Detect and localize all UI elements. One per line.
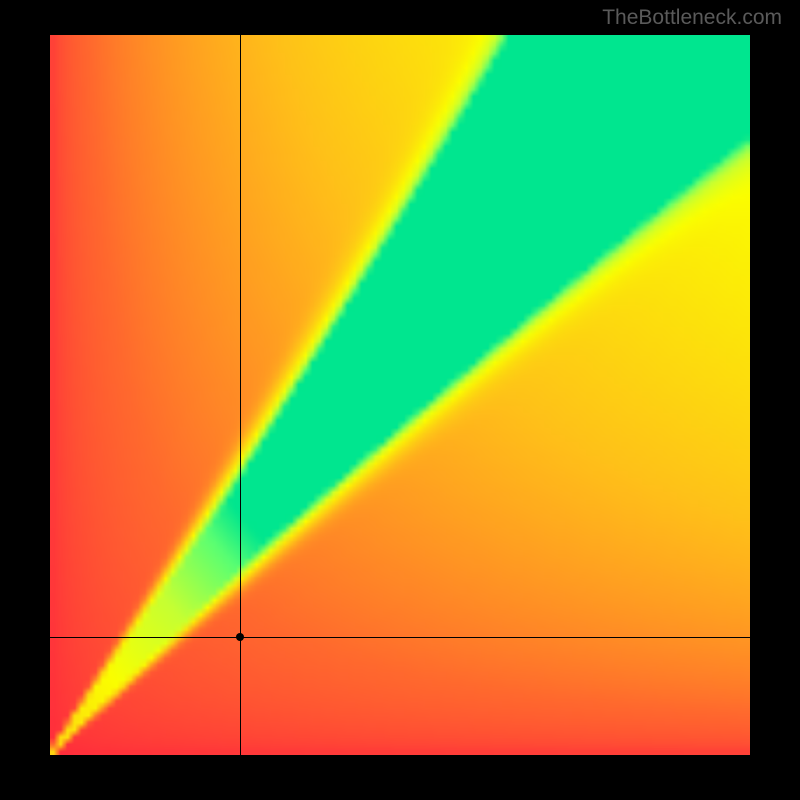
watermark-text: TheBottleneck.com xyxy=(602,6,782,30)
crosshair-vertical xyxy=(240,35,241,755)
crosshair-horizontal xyxy=(50,637,750,638)
heatmap-plot xyxy=(50,35,750,755)
heatmap-canvas xyxy=(50,35,750,755)
crosshair-marker xyxy=(236,633,244,641)
